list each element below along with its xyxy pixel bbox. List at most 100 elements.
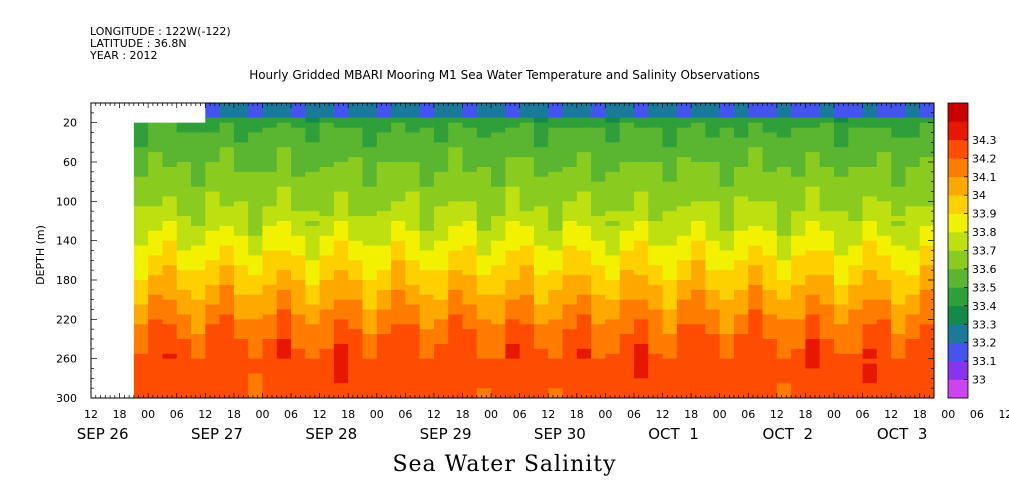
heatmap-cell	[719, 122, 735, 129]
heatmap-cell	[248, 299, 264, 306]
heatmap-cell	[162, 245, 178, 252]
heatmap-cell	[848, 127, 864, 134]
heatmap-cell	[148, 171, 164, 178]
heatmap-cell	[405, 186, 421, 193]
heatmap-cell	[276, 152, 292, 158]
heatmap-cell	[833, 117, 849, 124]
heatmap-cell	[648, 127, 664, 134]
heatmap-cell	[605, 127, 621, 134]
heatmap-cell	[705, 289, 721, 296]
heatmap-cell	[305, 122, 321, 129]
heatmap-cell	[533, 289, 549, 296]
heatmap-cell	[205, 353, 221, 360]
heatmap-cell	[548, 127, 564, 134]
heatmap-cell	[262, 147, 278, 153]
heatmap-cell	[276, 132, 292, 139]
heatmap-cell	[233, 368, 249, 375]
heatmap-cell	[591, 206, 606, 212]
heatmap-cell	[505, 166, 521, 173]
heatmap-cell	[133, 221, 149, 227]
heatmap-cell	[476, 230, 492, 237]
heatmap-cell	[776, 363, 792, 370]
heatmap-cell	[805, 186, 821, 193]
heatmap-cell	[591, 334, 606, 340]
heatmap-cell	[333, 339, 349, 345]
heatmap-cell	[219, 348, 235, 355]
heatmap-cell	[762, 127, 778, 134]
heatmap-cell	[633, 388, 649, 394]
heatmap-cell	[748, 265, 764, 271]
heatmap-cell	[405, 221, 421, 227]
heatmap-cell	[691, 299, 706, 306]
heatmap-cell	[676, 171, 692, 178]
heatmap-cell	[591, 284, 606, 291]
heatmap-cell	[248, 152, 264, 158]
heatmap-cell	[891, 117, 907, 124]
heatmap-cell	[862, 309, 878, 316]
heatmap-cell	[348, 221, 364, 227]
heatmap-cell	[491, 334, 506, 340]
heatmap-cell	[848, 230, 864, 237]
heatmap-cell	[819, 196, 835, 202]
heatmap-cell	[133, 314, 149, 320]
x-tick-label: 12	[884, 408, 898, 421]
heatmap-cell	[719, 373, 735, 379]
heatmap-cell	[819, 235, 835, 242]
heatmap-cell	[362, 147, 378, 153]
heatmap-cell	[748, 289, 764, 296]
heatmap-cell	[691, 343, 706, 350]
heatmap-cell	[219, 280, 235, 286]
heatmap-cell	[519, 270, 535, 276]
heatmap-cell	[419, 363, 435, 370]
heatmap-cell	[662, 107, 678, 114]
heatmap-cell	[848, 378, 864, 384]
heatmap-cell	[133, 334, 149, 340]
heatmap-cell	[319, 299, 335, 306]
heatmap-cell	[619, 107, 635, 114]
heatmap-cell	[648, 289, 664, 296]
x-tick-label: 00	[370, 408, 384, 421]
heatmap-cell	[376, 117, 392, 124]
heatmap-cell	[791, 284, 807, 291]
heatmap-cell	[876, 373, 892, 379]
heatmap-cell	[319, 176, 335, 183]
heatmap-cell	[919, 304, 934, 311]
heatmap-cell	[133, 137, 149, 143]
heatmap-cell	[491, 132, 506, 139]
heatmap-cell	[291, 206, 306, 212]
heatmap-cell	[533, 137, 549, 143]
heatmap-cell	[476, 166, 492, 173]
heatmap-cell	[819, 309, 835, 316]
heatmap-cell	[919, 206, 934, 212]
heatmap-cell	[319, 117, 335, 124]
heatmap-cell	[891, 363, 907, 370]
heatmap-cell	[333, 225, 349, 232]
heatmap-cell	[505, 304, 521, 311]
heatmap-cell	[548, 294, 564, 301]
heatmap-cell	[205, 176, 221, 183]
heatmap-cell	[819, 319, 835, 325]
heatmap-cell	[305, 289, 321, 296]
heatmap-cell	[291, 157, 306, 163]
heatmap-cell	[176, 309, 192, 316]
heatmap-cell	[562, 373, 578, 379]
heatmap-cell	[505, 260, 521, 266]
heatmap-cell	[233, 107, 249, 114]
heatmap-cell	[219, 260, 235, 266]
heatmap-cell	[533, 314, 549, 320]
heatmap-cell	[305, 334, 321, 340]
heatmap-cell	[919, 358, 934, 365]
heatmap-cell	[605, 142, 621, 148]
heatmap-cell	[676, 294, 692, 301]
heatmap-cell	[648, 171, 664, 178]
heatmap-cell	[705, 147, 721, 153]
heatmap-cell	[362, 112, 378, 119]
colorbar-label: 33.8	[972, 226, 997, 239]
heatmap-cell	[276, 176, 292, 183]
heatmap-cell	[605, 299, 621, 306]
heatmap-cell	[776, 284, 792, 291]
heatmap-cell	[748, 383, 764, 389]
heatmap-cell	[805, 339, 821, 345]
heatmap-cell	[748, 250, 764, 257]
heatmap-cell	[148, 235, 164, 242]
